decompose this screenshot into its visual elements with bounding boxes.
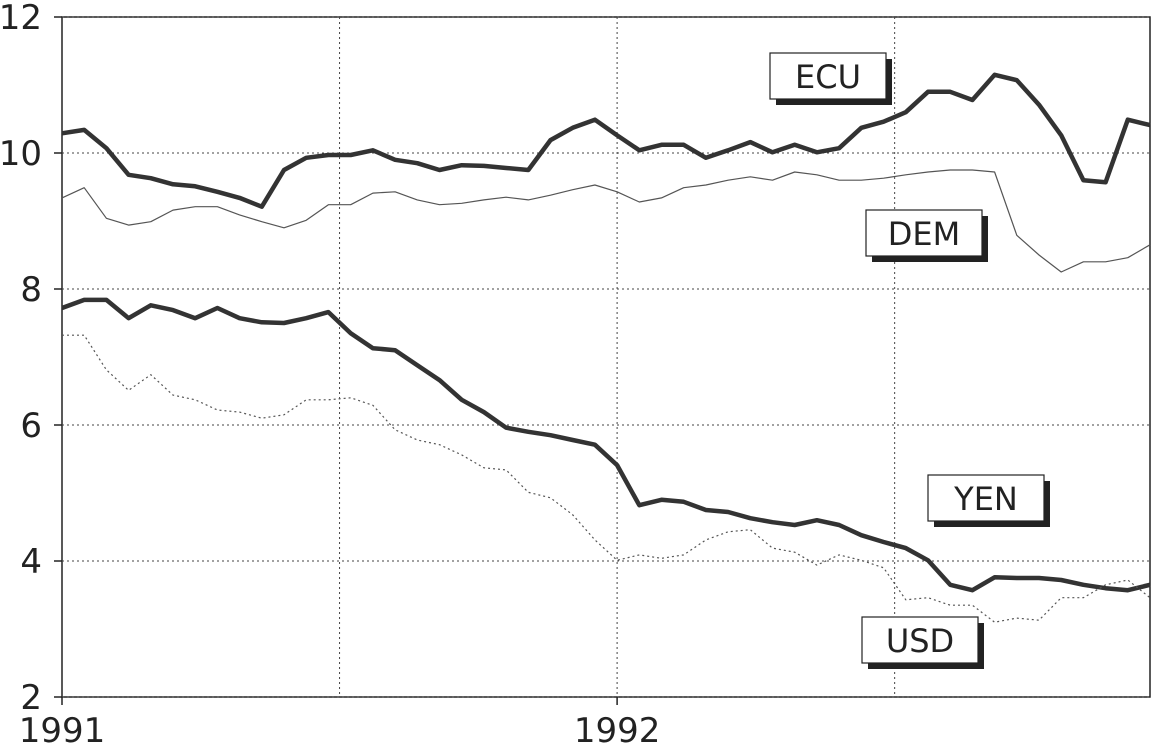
x-tick-label: 1991 bbox=[19, 711, 106, 751]
y-tick-label: 4 bbox=[20, 542, 42, 582]
series-line bbox=[62, 334, 1151, 623]
label-box bbox=[769, 52, 887, 100]
label-box bbox=[865, 209, 983, 257]
legend-label: DEM bbox=[888, 215, 960, 253]
label-box bbox=[861, 616, 979, 664]
label-box bbox=[927, 474, 1045, 522]
series-line bbox=[61, 297, 1151, 593]
y-tick-label: 2 bbox=[20, 678, 42, 718]
legend-label: ECU bbox=[795, 58, 861, 96]
y-tick-label: 10 bbox=[0, 134, 42, 174]
legend-label: YEN bbox=[953, 480, 1018, 518]
y-tick-label: 6 bbox=[20, 406, 42, 446]
series-line bbox=[61, 72, 1151, 209]
y-tick-label: 8 bbox=[20, 270, 42, 310]
x-tick-label: 1992 bbox=[574, 711, 661, 751]
plot-frame bbox=[61, 16, 1151, 698]
y-tick-label: 12 bbox=[0, 0, 42, 38]
series-line bbox=[61, 169, 1151, 273]
legend-label: USD bbox=[886, 622, 954, 660]
